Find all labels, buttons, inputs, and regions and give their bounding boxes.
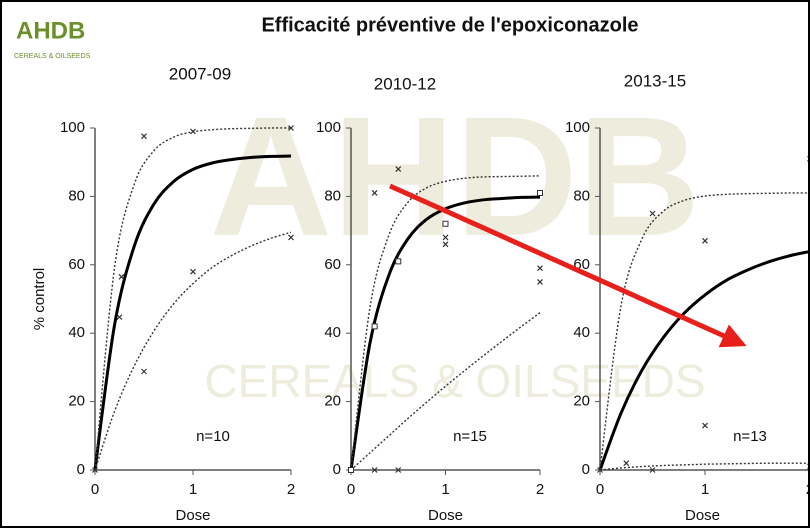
point: [348, 467, 354, 473]
point: [623, 460, 630, 467]
x-tick-label: 0: [596, 481, 604, 498]
panel-title: 2007-09: [169, 64, 231, 83]
y-tick-label: 40: [68, 324, 85, 341]
y-tick-label: 100: [316, 119, 341, 136]
x-tick-label: 2: [287, 481, 295, 498]
point: [288, 125, 294, 131]
logo: AHDB: [16, 17, 85, 44]
point: [288, 234, 294, 241]
fit-curve: [599, 462, 808, 471]
x-tick-label: 1: [441, 481, 449, 498]
y-tick-label: 20: [573, 393, 590, 410]
y-tick-label: 100: [60, 119, 85, 136]
y-tick-label: 80: [573, 187, 590, 204]
point: [442, 241, 449, 248]
point: [190, 268, 196, 275]
y-tick-label: 0: [77, 461, 85, 478]
fit-curve: [94, 231, 292, 471]
y-tick-label: 60: [68, 256, 85, 273]
point: [649, 210, 656, 217]
x-axis-label: Dose: [428, 507, 463, 524]
y-tick-label: 40: [324, 324, 341, 341]
y-tick-label: 40: [573, 324, 590, 341]
watermark: AHDB: [209, 82, 700, 272]
point: [442, 234, 449, 241]
x-tick-label: 0: [347, 481, 355, 498]
watermark-subtitle: CEREALS & OILSEEDS: [204, 355, 705, 407]
y-axis-label: % control: [31, 268, 48, 331]
point: [118, 273, 125, 280]
annotation: n=15: [453, 428, 487, 445]
x-axis-label: Dose: [685, 507, 720, 524]
panel-title: 2013-15: [624, 71, 686, 90]
point: [371, 190, 378, 196]
fit-curve: [598, 250, 808, 471]
point: [597, 467, 603, 473]
x-tick-label: 2: [806, 481, 810, 498]
point: [537, 265, 543, 272]
annotation: n=10: [196, 428, 230, 445]
x-tick-label: 0: [91, 481, 99, 498]
point: [702, 237, 708, 244]
fit-curve: [93, 154, 292, 471]
fit-curve: [94, 127, 292, 471]
y-tick-label: 80: [324, 187, 341, 204]
fit-curve: [350, 312, 541, 471]
point: [190, 128, 196, 135]
page-title: Efficacité préventive de l'epoxiconazole: [261, 14, 638, 36]
point: [141, 368, 147, 375]
y-tick-label: 80: [68, 187, 85, 204]
point: [371, 467, 378, 473]
y-tick-label: 0: [333, 461, 341, 478]
point: [537, 189, 543, 196]
fit-curve: [599, 192, 808, 471]
point: [702, 422, 708, 429]
y-tick-label: 20: [324, 393, 341, 410]
point: [141, 133, 147, 140]
point: [395, 166, 402, 172]
fit-curve: [350, 175, 541, 471]
x-tick-label: 1: [701, 481, 709, 498]
point: [371, 323, 378, 330]
annotation: n=13: [733, 428, 767, 445]
x-tick-label: 2: [536, 481, 544, 498]
x-tick-label: 1: [189, 481, 197, 498]
point: [537, 278, 543, 285]
y-tick-label: 20: [68, 393, 85, 410]
trend-arrow: [388, 183, 747, 348]
point: [442, 220, 449, 227]
point: [649, 467, 656, 473]
point: [395, 258, 402, 265]
y-tick-label: 60: [324, 256, 341, 273]
y-tick-label: 0: [582, 461, 590, 478]
point: [92, 467, 98, 473]
logo-subtitle: CEREALS & OILSEEDS: [14, 53, 91, 60]
x-axis-label: Dose: [175, 507, 210, 524]
point: [395, 467, 402, 473]
y-tick-label: 100: [565, 119, 590, 136]
point: [116, 314, 123, 321]
panel-title: 2010-12: [374, 74, 436, 93]
